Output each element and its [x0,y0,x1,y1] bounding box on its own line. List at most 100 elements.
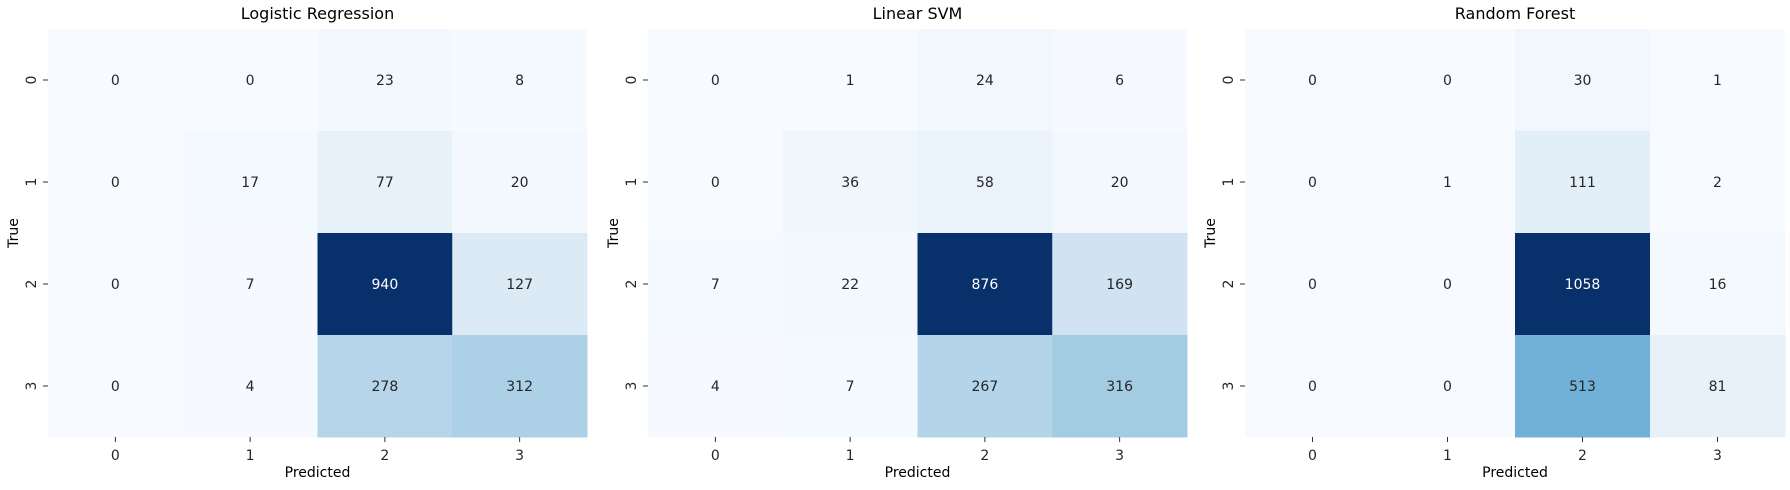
heatmap-cell [317,29,453,132]
y-tick-label: 2 [24,280,40,289]
heatmap-cell [782,131,918,234]
cell-value-label: 940 [372,277,399,293]
cell-value-label: 7 [246,277,255,293]
cell-value-label: 1058 [1565,277,1601,293]
cell-value-label: 0 [711,73,720,89]
y-tick-label: 3 [624,382,640,391]
cell-value-label: 0 [1308,175,1317,191]
x-tick-label: 1 [846,448,855,464]
cell-value-label: 77 [376,175,394,191]
heatmap-cell [182,233,318,336]
cell-value-label: 0 [1443,277,1452,293]
x-tick-label: 2 [1578,448,1587,464]
heatmap-cell [782,233,918,336]
cell-value-label: 0 [111,277,120,293]
heatmap-cell [1245,131,1381,234]
x-tick-label: 1 [1443,448,1452,464]
cell-value-label: 2 [1713,175,1722,191]
x-tick-label: 0 [711,448,720,464]
heatmap-panel-3: 0 0 30 10 1 111 20 0 1058 160 0 513 810 1 2 30123Random… [1203,4,1786,481]
heatmap-cell [917,233,1053,336]
cell-value-label: 20 [511,175,529,191]
y-tick-label: 0 [624,76,640,85]
cell-value-label: 0 [111,175,120,191]
x-tick-label: 2 [980,448,989,464]
cell-value-label: 0 [111,73,120,89]
cell-value-label: 127 [506,277,533,293]
heatmap-cell [648,335,784,438]
heatmap-cell [1245,233,1381,336]
y-axis-label: True [6,218,22,249]
cell-value-label: 4 [246,379,255,395]
chart-title: Random Forest [1455,4,1575,23]
x-tick-label: 2 [380,448,389,464]
heatmap-cell [1650,131,1786,234]
cell-value-label: 278 [372,379,399,395]
x-tick-label: 0 [111,448,120,464]
y-axis-label: True [1203,218,1219,249]
cell-value-label: 0 [111,379,120,395]
cell-value-label: 4 [711,379,720,395]
x-axis-label: Predicted [285,465,351,481]
cell-value-label: 24 [976,73,994,89]
y-tick-label: 0 [1221,76,1237,85]
heatmap-cell [1245,335,1381,438]
cell-value-label: 513 [1569,379,1596,395]
x-tick-label: 3 [515,448,524,464]
heatmap-cell [917,335,1053,438]
x-axis-label: Predicted [885,465,951,481]
y-tick-label: 0 [24,76,40,85]
y-tick-label: 2 [624,280,640,289]
cell-value-label: 7 [711,277,720,293]
heatmap-cell [1380,29,1516,132]
heatmap-cell [1245,29,1381,132]
heatmap-cell [917,131,1053,234]
heatmap-cell [452,131,588,234]
cell-value-label: 316 [1106,379,1133,395]
cell-value-label: 0 [1308,277,1317,293]
heatmap-cell [1380,335,1516,438]
cell-value-label: 23 [376,73,394,89]
cell-value-label: 169 [1106,277,1133,293]
heatmap-cell [1052,131,1188,234]
y-tick-label: 3 [24,382,40,391]
y-tick-label: 3 [1221,382,1237,391]
heatmap-cell [452,335,588,438]
heatmap-cell [782,29,918,132]
x-tick-label: 3 [1713,448,1722,464]
cell-value-label: 17 [241,175,259,191]
y-tick-label: 2 [1221,280,1237,289]
x-tick-label: 0 [1308,448,1317,464]
heatmap-cell [317,131,453,234]
cell-value-label: 8 [515,73,524,89]
heatmap-cell [1515,131,1651,234]
cell-value-label: 0 [711,175,720,191]
heatmap-cell [1515,29,1651,132]
heatmap-cell [48,29,184,132]
cell-value-label: 267 [972,379,999,395]
cell-value-label: 0 [1443,379,1452,395]
heatmap-cell [648,233,784,336]
heatmap-cell [1380,131,1516,234]
cell-value-label: 111 [1569,175,1596,191]
cell-value-label: 312 [506,379,533,395]
heatmap-cell [1052,233,1188,336]
cell-value-label: 20 [1111,175,1129,191]
heatmap-cell [317,233,453,336]
heatmap-cell [1515,335,1651,438]
heatmap-cell [1515,233,1651,336]
heatmap-cell [48,335,184,438]
chart-title: Logistic Regression [241,4,394,23]
cell-value-label: 16 [1709,277,1727,293]
heatmap-cell [1650,29,1786,132]
cell-value-label: 22 [841,277,859,293]
heatmap-cell [648,29,784,132]
cell-value-label: 0 [1308,73,1317,89]
y-tick-label: 1 [624,178,640,187]
cell-value-label: 58 [976,175,994,191]
y-axis-label: True [606,218,622,249]
y-tick-label: 1 [1221,178,1237,187]
heatmap-cell [182,335,318,438]
cell-value-label: 0 [246,73,255,89]
heatmap-cell [48,131,184,234]
